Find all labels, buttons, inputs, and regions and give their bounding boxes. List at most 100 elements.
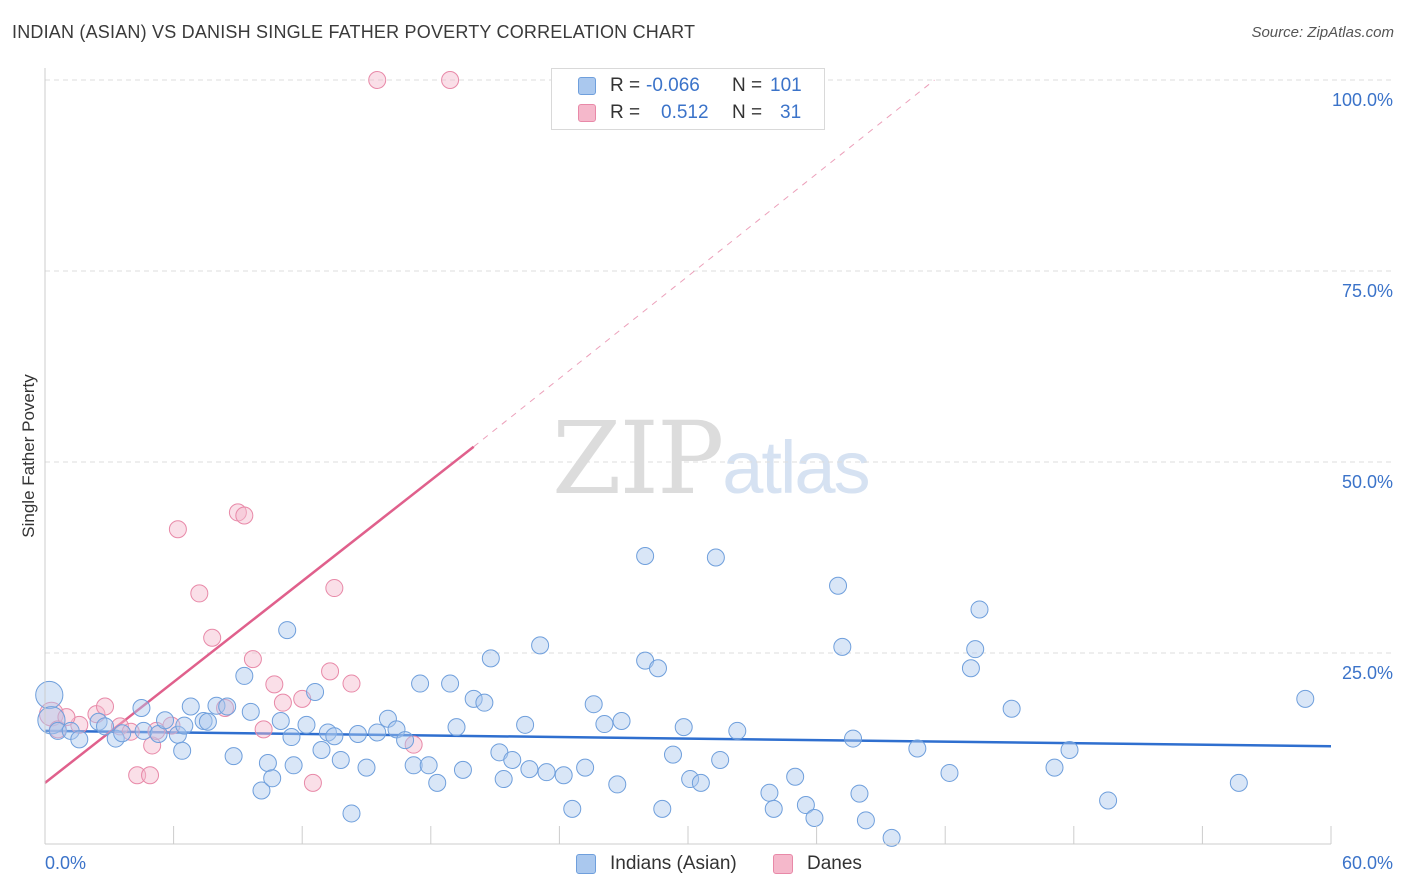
indians-point [563,799,582,818]
indians-point [475,693,494,712]
indians-point [636,546,655,565]
indians-point [368,723,387,742]
danes-point [143,736,162,755]
indians-point [554,766,573,785]
source-label: Source: ZipAtlas.com [1251,24,1394,41]
indians-point [35,680,64,710]
danes-point [111,717,130,736]
indians-point [284,756,303,775]
indians-point [134,721,153,740]
indians-point [481,649,500,668]
legend-n-label: N = [732,102,763,123]
indians-point [691,773,710,792]
indians-point [441,674,460,693]
danes-point [141,766,160,785]
legend-swatch-blue [578,77,596,95]
indians-point [297,715,316,734]
indians-point [331,750,350,769]
indians-point [503,750,522,769]
y-tick-label: 50.0% [1342,472,1393,492]
indians-point [961,659,980,678]
indians-point [447,718,466,737]
indians-point [520,760,539,779]
danes-point [96,697,115,716]
indians-point [348,724,367,743]
indians-point [537,763,556,782]
chart-title: INDIAN (ASIAN) VS DANISH SINGLE FATHER P… [12,22,696,42]
indians-point [156,711,175,730]
indians-point [1002,699,1021,718]
indians-point [428,773,447,792]
indians-point [516,715,535,734]
indians-point [70,730,89,749]
indians-point [728,721,747,740]
legend-r-label: R = [610,75,641,96]
danes-point [168,520,187,539]
axes [44,68,1332,845]
indians-point [419,756,438,775]
indians-point [764,799,783,818]
danes-point [368,71,387,89]
indians-point [612,711,631,730]
y-tick-label: 75.0% [1342,281,1393,301]
indians-point [829,576,848,595]
indians-point [760,783,779,802]
danes-point [254,720,273,739]
legend-r-label: R = [610,102,641,123]
watermark: ZIPatlas [552,400,871,517]
indians-point [1229,773,1248,792]
indians-point [258,754,277,773]
indians-point [464,689,483,708]
axis-labels: 25.0% 50.0% 75.0% 100.0% 0.0% 60.0% Single Fat… [19,90,1393,873]
indians-point [325,727,344,746]
x-tick-label-max: 60.0% [1342,853,1393,873]
indians-point [312,741,331,760]
indians-point [805,809,824,828]
bottom-legend-swatch-blue [576,854,596,874]
watermark-atlas: atlas [722,426,870,509]
indians-point [856,811,875,830]
indians-point [218,697,237,716]
indians-point [278,621,297,640]
y-tick-label: 100.0% [1332,90,1393,110]
indians-point [48,721,67,740]
indians-point [940,763,959,782]
indians-point [531,636,550,655]
legend-n-value: 101 [770,75,802,96]
danes-point [128,766,147,785]
y-tick-label: 25.0% [1342,663,1393,683]
indians-point [252,781,271,800]
indians-point [96,717,115,736]
danes-point [235,506,254,525]
indians-point [198,712,217,731]
indians-point [224,747,243,766]
danes-point [57,708,76,727]
y-axis-label: Single Father Poverty [19,374,38,538]
indians-point [1099,791,1118,810]
x-tick-label-min: 0.0% [45,853,86,873]
danes-point [404,735,423,754]
indians-point [113,724,132,743]
indians-point [970,600,989,619]
legend-r-value: 0.512 [661,102,709,123]
indians-point [282,728,301,747]
bottom-legend-swatch-pink [773,854,793,874]
danes-point [441,71,460,89]
indians-point [786,767,805,786]
indians-point [175,716,194,735]
indians-point [263,769,282,788]
indians-point [882,828,901,847]
watermark-zip: ZIP [552,400,724,517]
indians-point [411,674,430,693]
danes-point [243,650,262,669]
indians-point [235,666,254,685]
legend-n-value: 31 [780,102,802,123]
indians-point [342,804,361,823]
bottom-legend-label: Indians (Asian) [610,853,737,874]
indians-point [706,548,725,567]
indians-point [181,697,200,716]
indians-point [494,770,513,789]
indians-point [653,799,672,818]
data-points [35,71,1315,847]
indians-point [796,796,815,815]
